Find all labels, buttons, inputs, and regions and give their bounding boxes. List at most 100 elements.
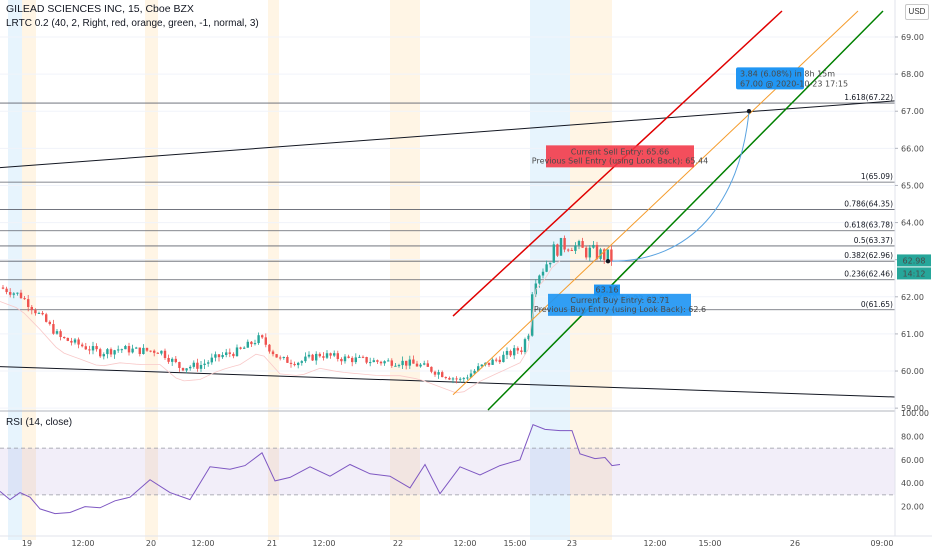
candle-body [498, 359, 501, 363]
time-tick-label: 12:00 [312, 539, 335, 548]
candle-body [171, 358, 174, 362]
sell-entry-text: Current Sell Entry: 65.66 [571, 147, 669, 156]
time-tick-label: 23 [567, 539, 577, 548]
price-tick-label: 62.00 [901, 293, 924, 302]
candle-body [372, 360, 375, 363]
session-band [530, 0, 570, 540]
price-tick-label: 67.00 [901, 107, 924, 116]
candle-body [459, 378, 462, 380]
rsi-line [0, 424, 621, 515]
candle-body [491, 359, 494, 365]
candle-body [577, 241, 581, 246]
countdown-badge [897, 267, 931, 280]
candle-body [469, 373, 473, 378]
candle-body [405, 360, 408, 366]
candle-body [41, 312, 44, 315]
candle-body [185, 368, 188, 371]
candle-body [606, 249, 609, 260]
candle-body [48, 321, 51, 325]
candle-body [225, 352, 228, 356]
time-tick-label: 09:00 [870, 539, 893, 548]
candle-body [77, 339, 80, 345]
candle-body [1, 287, 5, 289]
candle-body [52, 324, 55, 334]
candle-body [124, 346, 127, 350]
candle-body [9, 292, 12, 295]
candle-body [376, 360, 379, 362]
lower-trend-line [0, 366, 896, 398]
candle-body [286, 356, 289, 363]
candle-body [5, 288, 8, 293]
candle-body [214, 354, 217, 358]
rsi-title[interactable]: RSI (14, close) [6, 417, 73, 428]
session-bands [8, 0, 612, 540]
candle-body [523, 339, 527, 352]
price-tick-label: 59.00 [901, 404, 924, 413]
upper-trend-line [0, 100, 896, 169]
fib-label: 0.382(62.96) [844, 251, 893, 260]
candle-body [228, 352, 231, 354]
price-marker-text: 63.16 [596, 286, 619, 295]
candle-body [297, 362, 300, 366]
candle-body [549, 262, 552, 265]
channel-lower-line [487, 10, 884, 411]
candle-body [585, 247, 588, 258]
price-tick-label: 64.00 [901, 219, 924, 228]
candle-body [163, 350, 167, 358]
trend-lines[interactable] [0, 100, 896, 398]
candle-body [563, 237, 566, 250]
candle-body [178, 362, 181, 368]
candle-body [477, 366, 480, 371]
candle-body [70, 340, 73, 343]
candle-body [73, 339, 77, 343]
candle-body [559, 237, 563, 256]
candle-body [513, 348, 516, 356]
candle-body [203, 363, 206, 366]
candle-body [102, 354, 105, 357]
candle-body [574, 245, 577, 251]
candle-body [19, 292, 23, 299]
candle-body [541, 271, 545, 276]
candle-body [307, 354, 311, 357]
candle-body [466, 377, 469, 379]
indicator-title[interactable]: LRTC 0.2 (40, 2, Right, red, orange, gre… [6, 18, 259, 29]
time-tick-label: 21 [267, 539, 277, 548]
price-tick-label: 66.00 [901, 144, 924, 153]
candle-body [354, 357, 357, 363]
candle-body [34, 310, 37, 314]
session-band [22, 0, 36, 540]
candle-body [235, 347, 239, 357]
rsi-tick-label: 40.00 [901, 479, 924, 488]
anchor-point [605, 258, 611, 264]
candle-body [333, 353, 336, 356]
candle-body [156, 352, 159, 354]
candle-body [271, 351, 275, 355]
candle-body [437, 372, 440, 375]
candle-body [487, 362, 491, 365]
candle-body [315, 353, 318, 361]
candle-body [610, 249, 613, 262]
price-tick-label: 68.00 [901, 70, 924, 79]
candle-body [217, 354, 221, 358]
candle-body [545, 264, 548, 272]
currency-button[interactable]: USD [905, 4, 929, 20]
price-tick-label: 69.00 [901, 33, 924, 42]
candle-body [552, 244, 555, 263]
candle-body [66, 337, 69, 341]
candle-body [16, 292, 19, 294]
candle-body [390, 360, 393, 366]
projection-change-text: 3.84 (6.08%) in 8h 15m [740, 69, 835, 78]
candle-body [387, 360, 390, 362]
session-band [8, 0, 22, 540]
candle-body [250, 341, 253, 345]
envelope-line [0, 260, 561, 394]
fib-levels: 1.618(67.22) 1(65.09) 0.786(64.35) 0.618(63… [0, 93, 895, 311]
candle-body [415, 363, 419, 367]
candle-body [153, 350, 156, 353]
symbol-title[interactable]: GILEAD SCIENCES INC, 15, Cboe BZX [6, 3, 194, 15]
candle-body [408, 359, 411, 366]
candle-body [538, 275, 541, 284]
time-tick-label: 12:00 [453, 539, 476, 548]
